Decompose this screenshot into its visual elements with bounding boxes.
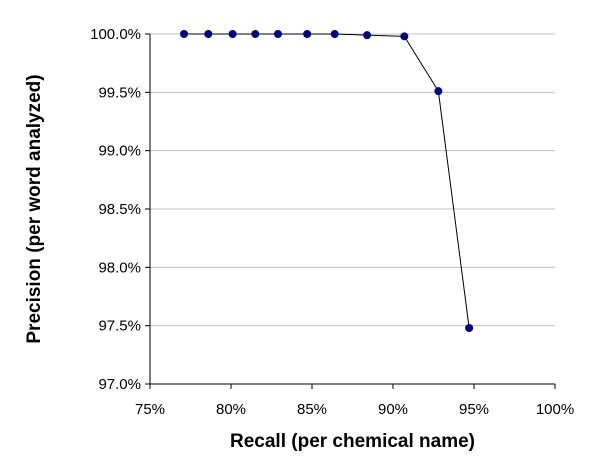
x-tick-label: 90% (378, 401, 408, 418)
data-point (330, 30, 339, 38)
y-axis-title: Precision (per word analyzed) (24, 74, 45, 343)
series-points (180, 30, 474, 332)
x-tick-label: 95% (459, 401, 489, 418)
x-tick-label: 100% (536, 401, 574, 418)
y-tick-label: 99.5% (98, 84, 141, 101)
data-point (400, 32, 409, 41)
axes (145, 33, 556, 389)
data-point (228, 30, 237, 38)
y-tick-label: 98.5% (98, 201, 141, 218)
x-tick-label: 80% (216, 401, 246, 418)
x-tick-label: 75% (135, 401, 165, 418)
data-point (251, 30, 260, 38)
data-point (465, 324, 474, 332)
y-tick-labels: 97.0% 97.5% 98.0% 98.5% 99.0% 99.5% 100.0% (90, 26, 141, 393)
y-tick-label: 97.0% (98, 376, 141, 393)
x-tick-label: 85% (297, 401, 327, 418)
series-line (184, 33, 470, 329)
data-point (303, 30, 312, 38)
y-tick-label: 100.0% (90, 26, 141, 43)
data-point (204, 30, 213, 38)
series-polyline (184, 33, 470, 329)
y-tick-label: 98.0% (98, 259, 141, 276)
data-point (363, 31, 372, 40)
data-point (180, 30, 189, 38)
data-point (434, 87, 443, 96)
grid-lines (150, 33, 555, 327)
x-tick-labels: 75% 80% 85% 90% 95% 100% (135, 401, 574, 418)
data-point (273, 30, 282, 38)
x-axis-title: Recall (per chemical name) (230, 431, 475, 452)
y-tick-label: 99.0% (98, 143, 141, 160)
y-tick-label: 97.5% (98, 318, 141, 335)
